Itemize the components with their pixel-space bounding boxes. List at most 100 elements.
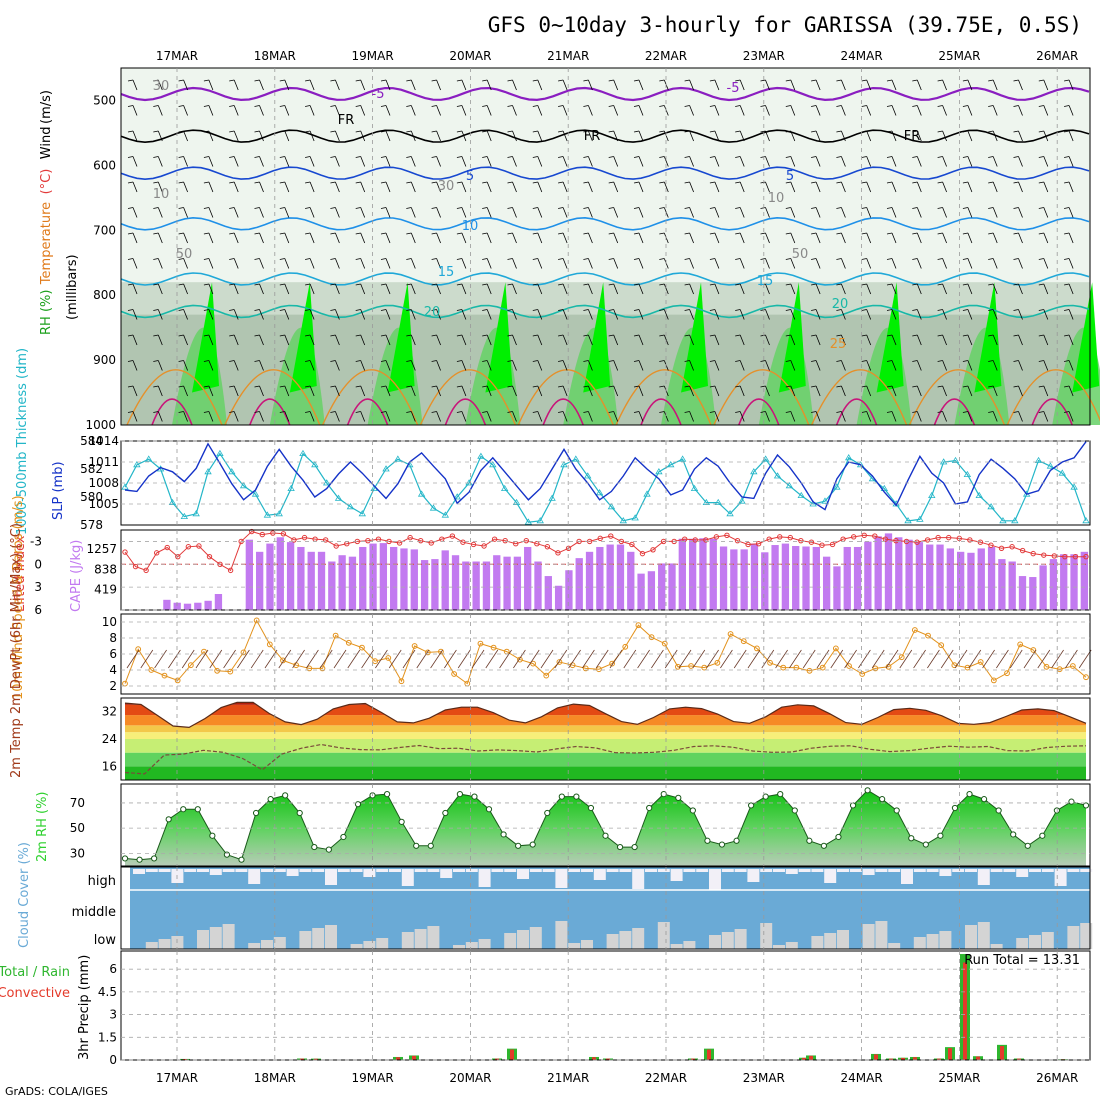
rh-point: [165, 816, 172, 823]
wind-barb: [507, 181, 517, 193]
wind-speed-point: [187, 662, 194, 669]
rh-point: [587, 804, 595, 812]
isotherm-30-6: [738, 398, 780, 426]
surface-wind-barb: [457, 649, 471, 669]
wind-speed-point: [990, 677, 997, 684]
cape-bar: [1049, 559, 1058, 610]
cape-bar: [400, 548, 408, 610]
wind-barb: [760, 232, 770, 244]
wind-barb: [153, 181, 163, 193]
wind-barb: [406, 334, 416, 346]
thickness-point: [702, 498, 711, 505]
thickness-point: [560, 461, 568, 468]
rh-axis-label: 2m RH (%): [35, 791, 50, 862]
li-point: [481, 543, 487, 549]
rh-point: [354, 801, 362, 808]
surface-wind-barb: [513, 649, 526, 669]
wind-speed-point: [753, 645, 760, 652]
date-top-8: 25MAR: [938, 49, 980, 63]
wind-barb: [229, 232, 239, 244]
rh-point: [267, 796, 274, 803]
wind-barb: [254, 385, 264, 397]
surface-wind-barb: [209, 649, 223, 669]
wind-barb: [229, 130, 239, 142]
wind-barb: [456, 411, 467, 422]
surface-wind-barb: [885, 649, 899, 669]
cape-bar: [183, 603, 192, 610]
wind-barb: [886, 130, 897, 142]
wind-barb: [735, 181, 745, 193]
wind-barb: [811, 130, 821, 142]
rh-point: [209, 832, 216, 839]
date-top-7: 24MAR: [841, 49, 883, 63]
cape-bar: [245, 539, 254, 610]
wind-barb: [482, 411, 492, 422]
wind-barb: [886, 283, 897, 295]
contour-label-16: 30: [438, 179, 455, 194]
wind-speed-point: [174, 677, 181, 684]
li-point: [977, 539, 984, 545]
wind-barb: [229, 309, 239, 320]
cape-bar: [678, 538, 686, 610]
wind-barb: [937, 207, 947, 218]
thickness-point: [678, 455, 687, 462]
cape-bar: [864, 541, 872, 610]
wind-barb: [583, 130, 593, 142]
wind-barb: [127, 105, 138, 116]
wind-speed-point: [740, 638, 747, 645]
wind-barb: [355, 130, 366, 142]
wind-barb: [1013, 334, 1023, 346]
wind-speed-point: [1083, 674, 1089, 681]
isotherm-30-3: [444, 398, 487, 426]
high-cloud-bar: [581, 869, 593, 872]
isotherm-25-3: [419, 369, 517, 426]
thickness-point: [394, 455, 402, 462]
wind-barb: [988, 105, 998, 116]
contour-label-12: 25: [830, 337, 847, 352]
wind-barb: [709, 207, 720, 218]
thickness-point: [216, 449, 224, 456]
high-cloud-bar: [376, 869, 389, 872]
thickness-point: [1046, 462, 1055, 469]
high-cloud-bar: [977, 869, 990, 885]
wind-barb: [608, 309, 619, 320]
wind-barb: [380, 385, 391, 397]
date-bottom-9: 26MAR: [1036, 1071, 1078, 1085]
wind-barb: [507, 79, 517, 91]
wind-barb: [355, 207, 366, 218]
surface-wind-barb: [264, 649, 278, 669]
contour-label-11: 20: [832, 297, 849, 312]
cape-bar: [1080, 551, 1088, 610]
isotherm-30-1: [249, 398, 291, 426]
wind-barb: [229, 283, 239, 295]
wind-barb: [507, 105, 517, 116]
wind-barb: [456, 130, 467, 142]
wind-barb: [583, 360, 593, 371]
precip-conv-bar: [976, 1056, 980, 1060]
thickness-point: [655, 468, 663, 475]
wind-barb: [886, 79, 897, 91]
rh-point: [806, 837, 813, 844]
wind-speed-point: [661, 640, 668, 647]
wind-barb: [558, 334, 568, 346]
surface-wind-barb: [789, 649, 802, 669]
wind-barb: [305, 156, 315, 167]
wind-barb: [861, 411, 872, 422]
thickness-tick-3: 584: [80, 434, 103, 448]
low-cloud-bar: [325, 925, 337, 949]
thickness-point: [999, 517, 1007, 524]
surface-wind-barb: [747, 649, 761, 669]
wind-barb: [456, 309, 467, 320]
thickness-point: [904, 517, 912, 524]
rh-point: [631, 843, 638, 851]
date-top-3: 20MAR: [449, 49, 491, 63]
cape-bar: [410, 549, 418, 610]
wind-barb: [608, 105, 619, 116]
panel-2-frame: [120, 529, 1091, 611]
wind-barb: [431, 411, 441, 422]
wind-barb: [962, 334, 973, 346]
wind-tick-2: 6: [109, 647, 117, 661]
contour-label-1: -5: [727, 81, 740, 96]
isotherm-25-8: [908, 369, 1006, 426]
surface-wind-barb: [968, 649, 982, 669]
